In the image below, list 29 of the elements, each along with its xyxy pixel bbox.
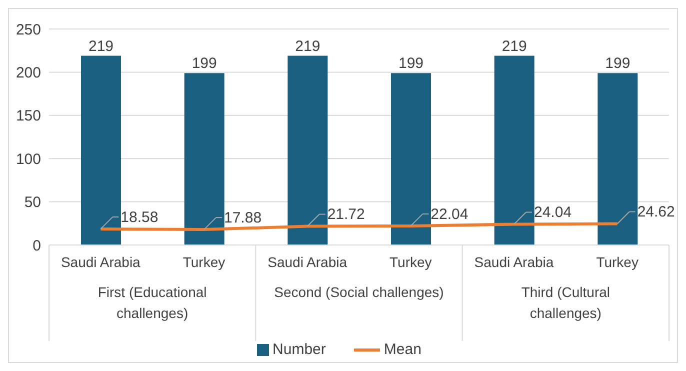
- legend-label: Number: [272, 341, 326, 358]
- y-tick-label: 150: [16, 108, 41, 125]
- x-tick-label: Saudi Arabia: [474, 254, 554, 270]
- y-tick-label: 200: [16, 64, 41, 82]
- y-tick-label: 50: [24, 194, 41, 212]
- data-label: 199: [192, 55, 217, 72]
- x-tick-label: Turkey: [390, 254, 432, 270]
- x-tick-label: Turkey: [182, 254, 226, 270]
- data-label: 199: [398, 55, 424, 72]
- y-tick-label: 0: [32, 237, 41, 254]
- data-label: 219: [502, 38, 527, 55]
- data-label: 219: [88, 38, 114, 55]
- x-tick-label: Saudi Arabia: [60, 254, 141, 270]
- text: Third (Cultural challenges): [521, 284, 610, 321]
- data-label: 17.88: [224, 210, 262, 227]
- legend-label: Mean: [382, 341, 422, 358]
- data-label: 24.04: [534, 204, 572, 222]
- x-tick-label: Saudi Arabia: [268, 254, 348, 270]
- x-tick-label: Turkey: [596, 254, 638, 270]
- data-label: 21.72: [327, 206, 365, 224]
- data-label: 18.58: [120, 208, 158, 226]
- data-label: 199: [605, 55, 630, 72]
- data-label: 24.62: [637, 204, 675, 221]
- text: First (Educational challenges): [98, 284, 207, 321]
- y-tick-label: 100: [16, 150, 41, 168]
- y-tick-label: 250: [16, 21, 41, 38]
- data-label: 22.04: [430, 206, 468, 223]
- text: Second (Social challenges): [274, 284, 444, 300]
- data-label: 219: [295, 38, 320, 55]
